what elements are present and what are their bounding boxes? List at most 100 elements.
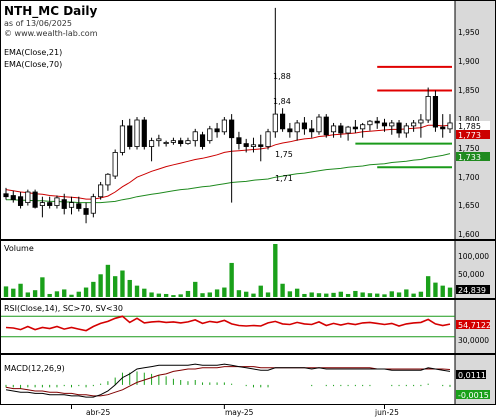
macd-signal-line [5, 366, 451, 397]
volume-bar [338, 291, 344, 297]
candle-body [221, 119, 227, 133]
level-label-175: 1,75 [275, 150, 293, 159]
ema21-line [5, 124, 451, 200]
price-tick-1900: 1,900 [458, 57, 480, 66]
volume-bar [112, 276, 118, 297]
candle-body [330, 125, 337, 133]
candle [360, 122, 366, 138]
candle [374, 117, 380, 129]
volume-bar [185, 290, 191, 297]
candle [214, 122, 220, 138]
volume-bar [18, 283, 23, 297]
rsi-last-bg [456, 320, 490, 329]
candle [112, 149, 118, 179]
macd-hist-last-bg [456, 390, 490, 399]
ema70-line [6, 153, 451, 204]
candle [207, 125, 213, 144]
volume-bar [222, 287, 227, 297]
candle-body [90, 196, 96, 214]
volume-bar [375, 293, 380, 297]
candle-body [207, 128, 213, 142]
month-label-apr: abr-25 [86, 408, 110, 417]
candle [229, 114, 235, 203]
candle [163, 140, 169, 147]
volume-bar [302, 293, 307, 297]
candle [47, 196, 53, 209]
volume-bar [200, 293, 205, 297]
volume-bar [345, 293, 351, 297]
candle [440, 114, 446, 138]
candle [338, 122, 344, 138]
candle [134, 117, 140, 150]
price-tick-1700: 1,700 [458, 173, 480, 182]
candle [272, 7, 278, 138]
macd-label: MACD(12,26,9) [4, 364, 65, 373]
candle [301, 117, 308, 135]
volume-tick-50000: 50,000 [458, 270, 484, 279]
candle-body [3, 193, 9, 198]
volume-bar [171, 295, 176, 297]
candle-body [178, 140, 184, 144]
volume-last-bg [456, 285, 490, 294]
volume-bar [149, 292, 154, 297]
candle [258, 134, 264, 162]
candle [418, 114, 424, 138]
candle [17, 191, 24, 209]
volume-bar [134, 285, 140, 297]
candle-body [425, 96, 431, 121]
volume-bar [265, 292, 271, 297]
candle-body [61, 199, 67, 209]
candle [170, 137, 176, 145]
candle-body [10, 195, 16, 201]
level-label-171: 1,71 [275, 174, 293, 183]
volume-bar [280, 283, 285, 297]
volume-bar [236, 290, 242, 297]
candle [90, 193, 96, 218]
macd-line [5, 363, 451, 398]
candle-body [294, 122, 300, 133]
volume-bar [294, 288, 300, 297]
candle [25, 189, 31, 206]
candle [148, 137, 155, 162]
candle-body [265, 131, 271, 147]
volume-bar [142, 288, 147, 297]
candle-body [236, 137, 242, 144]
x-axis [71, 405, 385, 409]
candle-body [258, 144, 264, 147]
volume-bar [62, 289, 67, 297]
volume-bar [324, 293, 329, 297]
candle-body [280, 113, 286, 130]
volume-bar [433, 282, 438, 297]
candle-body [389, 122, 395, 127]
volume-bar [69, 294, 74, 297]
candle-body [374, 120, 380, 124]
ema21-label: EMA(Close,21) [4, 48, 62, 57]
volume-bar [3, 286, 9, 297]
candle [265, 128, 271, 150]
volume-bar [360, 292, 365, 297]
price-tick-1850: 1,850 [458, 86, 480, 95]
candle [309, 120, 315, 138]
volume-bar [47, 293, 52, 297]
volume-bar [418, 291, 424, 297]
candle [10, 190, 16, 203]
candle-body [17, 196, 24, 206]
ema21-tag-bg [456, 130, 490, 139]
volume-bar [127, 279, 132, 297]
candle [316, 114, 322, 135]
candle-body [432, 96, 439, 128]
candle-body [272, 113, 278, 133]
candle [127, 118, 133, 150]
price-tick-1750: 1,750 [458, 144, 480, 153]
price-axis-bg [455, 0, 496, 240]
ema70-tag: 1,733 [458, 153, 481, 162]
candle [250, 137, 257, 153]
candle-body [76, 203, 82, 209]
candle-body [32, 191, 38, 208]
volume-bar [156, 293, 162, 297]
volume-bar [32, 290, 38, 297]
volume-tick-100000: 100,000 [458, 252, 489, 261]
macd-hist-last: -0,0015 [458, 391, 489, 400]
volume-bar [91, 281, 96, 297]
candle [396, 120, 402, 138]
